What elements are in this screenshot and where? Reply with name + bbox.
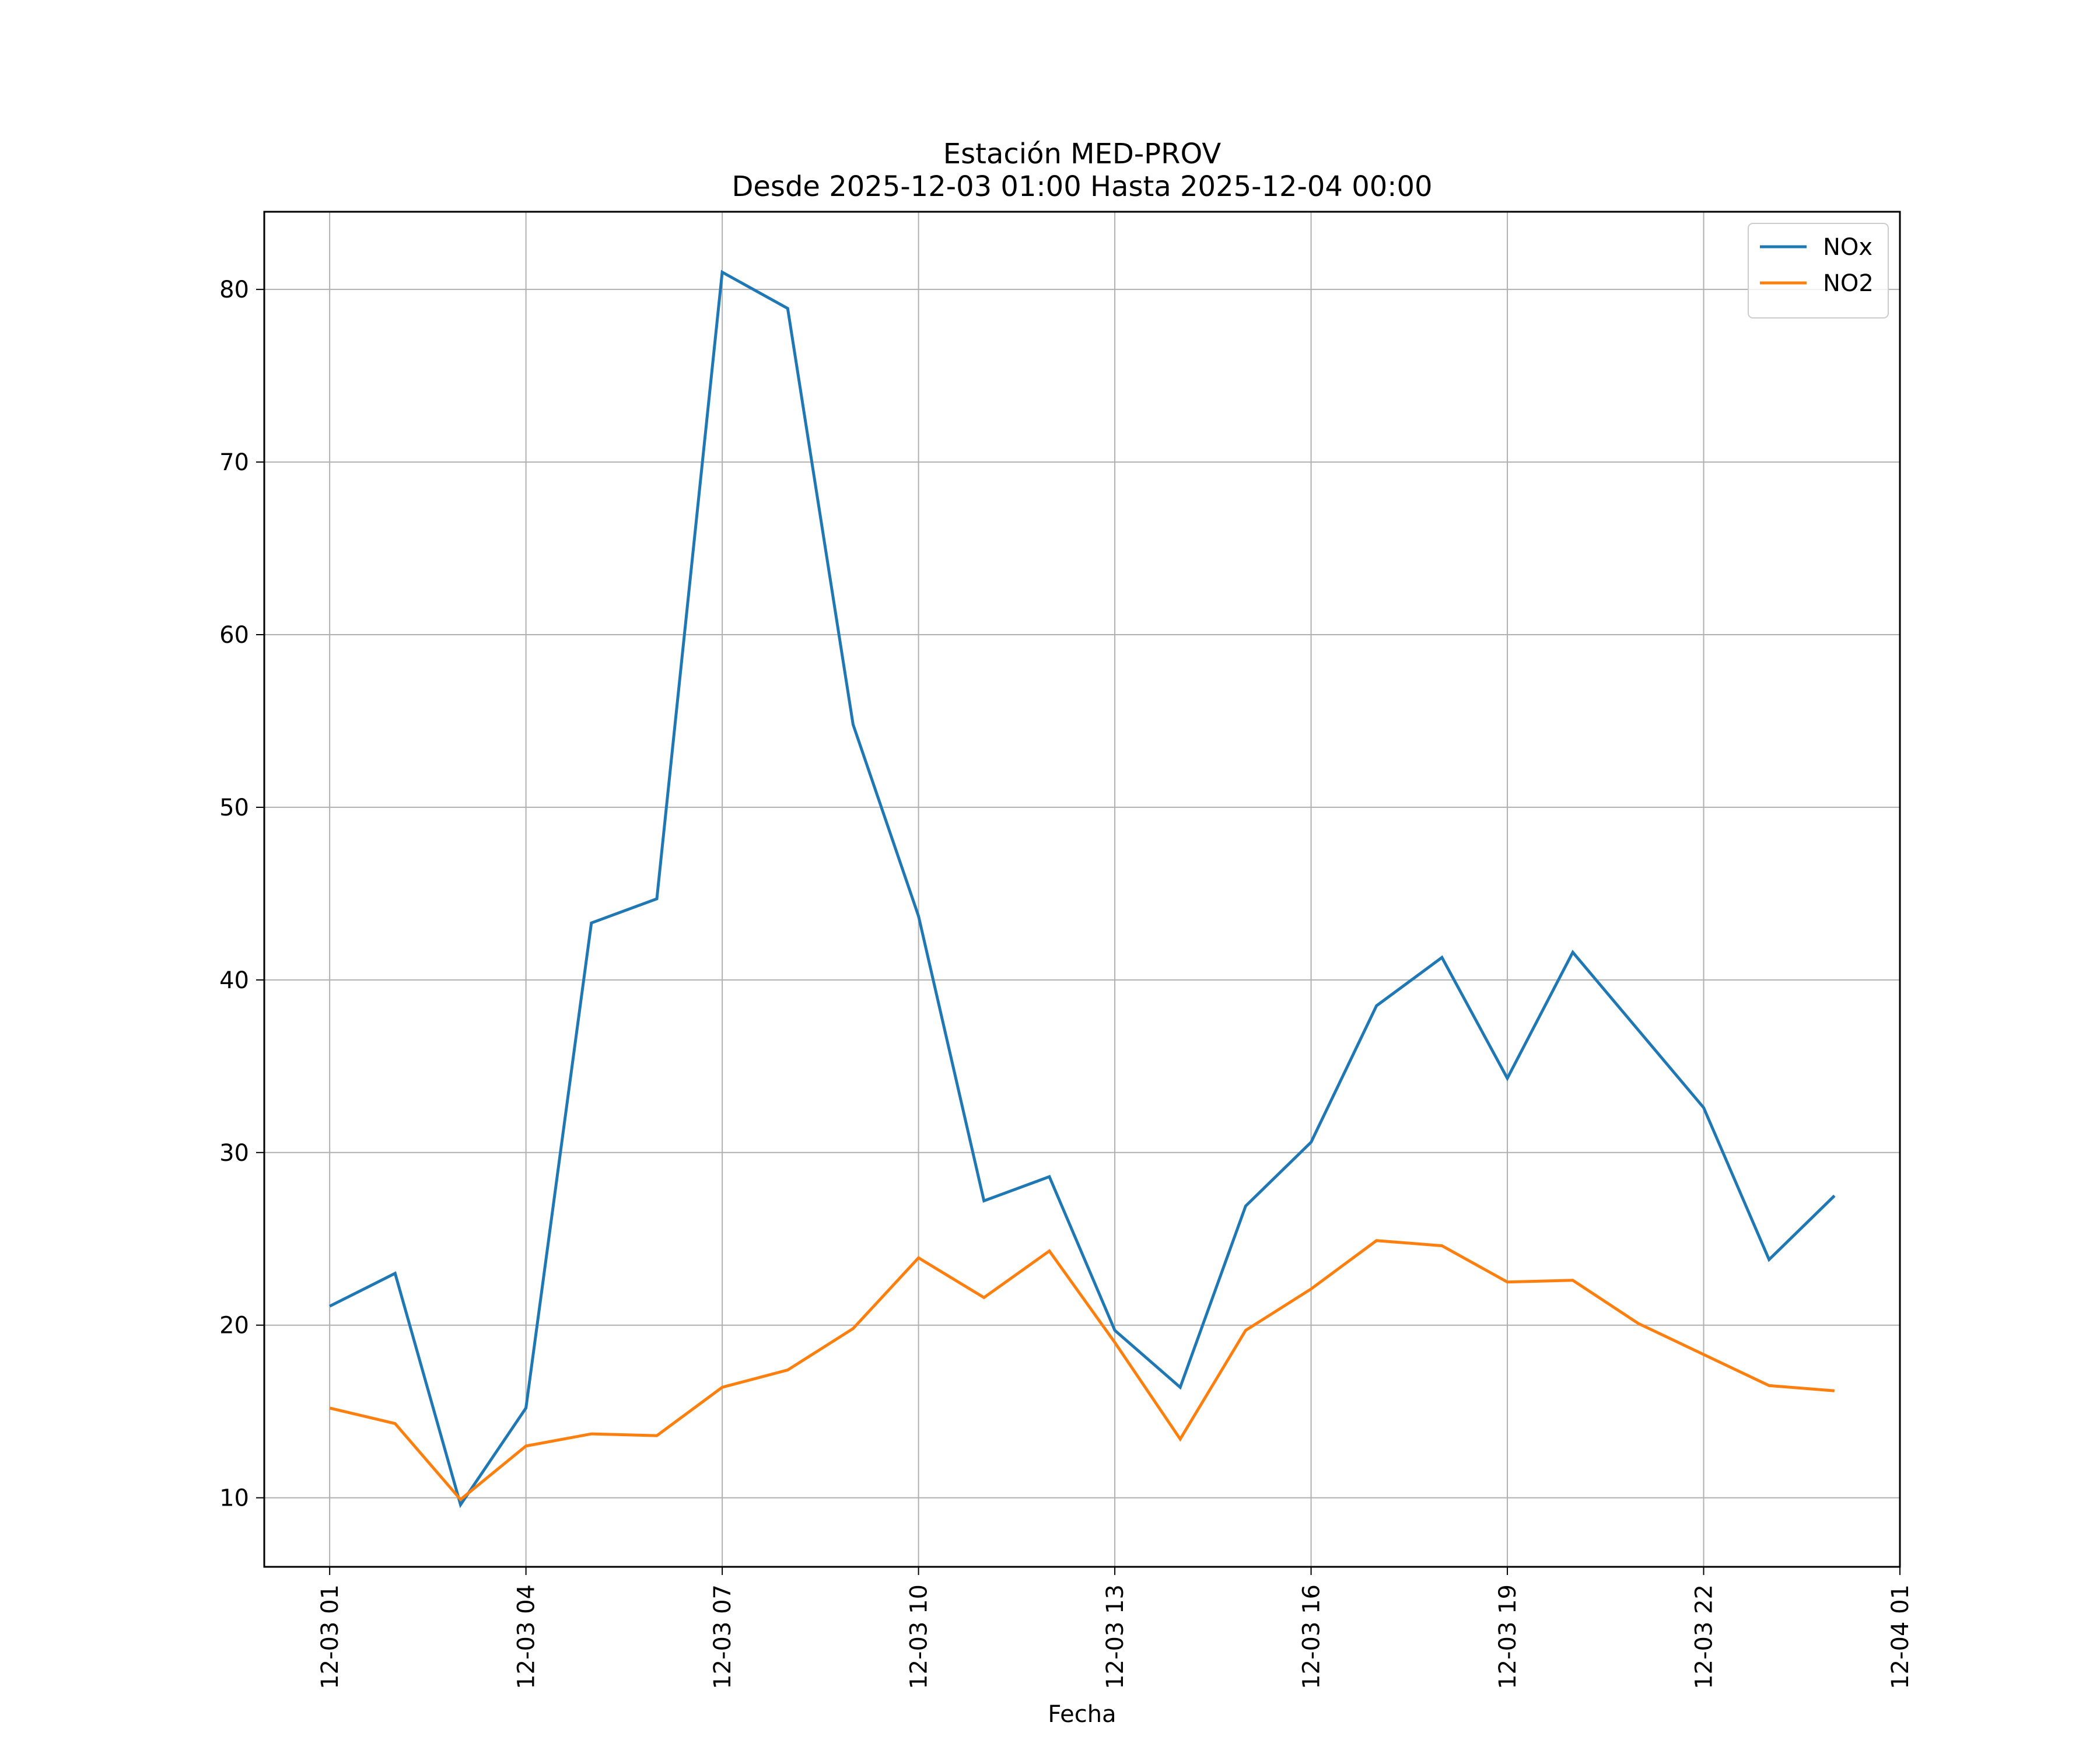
x-axis-label: Fecha	[1048, 1701, 1116, 1728]
x-tick-label: 12-03 19	[1494, 1584, 1521, 1689]
series-lines	[329, 270, 1836, 1508]
x-tick-label: 12-03 07	[709, 1584, 736, 1689]
x-tick-label: 12-03 22	[1691, 1584, 1718, 1689]
x-tick-label: 12-04 01	[1887, 1584, 1914, 1689]
y-tick-label: 80	[219, 276, 249, 303]
legend-label-nox: NOx	[1823, 234, 1873, 261]
x-tick-label: 12-03 13	[1102, 1584, 1129, 1689]
y-tick-label: 10	[219, 1485, 249, 1512]
y-tick-label: 70	[219, 449, 249, 476]
plot-frame	[263, 211, 1901, 1568]
chart-subtitle: Desde 2025-12-03 01:00 Hasta 2025-12-04 …	[732, 170, 1432, 203]
legend: NOx NO2	[1748, 223, 1889, 318]
x-tick-label: 12-03 16	[1298, 1584, 1325, 1689]
y-tick-label: 20	[219, 1312, 249, 1339]
y-tick-label: 50	[219, 794, 249, 821]
x-tick-label: 12-03 01	[317, 1584, 344, 1689]
chart-title: Estación MED-PROV	[943, 138, 1222, 170]
y-tick-label: 30	[219, 1140, 249, 1167]
y-tick-label: 60	[219, 622, 249, 649]
x-tick-label: 12-03 04	[513, 1584, 540, 1689]
series-line-no2	[329, 1239, 1835, 1502]
legend-label-no2: NO2	[1823, 270, 1874, 297]
x-tick-label: 12-03 10	[906, 1584, 933, 1689]
y-tick-label: 40	[219, 967, 249, 994]
series-line-nox	[329, 270, 1836, 1508]
axis-ticks: 12-03 01 12-03 04 12-03 07 12-03 10 12-03 13…	[219, 276, 1914, 1689]
